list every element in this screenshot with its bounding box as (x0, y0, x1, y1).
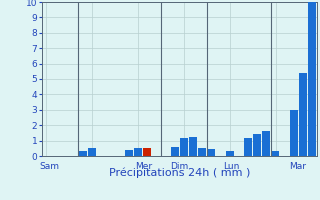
Bar (299, 73, 307, 156)
Text: Mar: Mar (289, 162, 306, 171)
Text: Lun: Lun (223, 162, 240, 171)
Bar (272, 151, 279, 156)
Bar (244, 138, 252, 156)
Bar (134, 148, 142, 156)
Bar (88, 148, 96, 156)
Bar (180, 138, 188, 156)
Bar (253, 134, 261, 156)
Bar (290, 110, 298, 156)
Text: Sam: Sam (40, 162, 60, 171)
Text: Mer: Mer (135, 162, 152, 171)
Bar (226, 151, 234, 156)
Bar (171, 147, 179, 156)
Bar (308, 2, 316, 156)
Text: Dim: Dim (170, 162, 188, 171)
Bar (189, 137, 197, 156)
Bar (207, 149, 215, 156)
X-axis label: Précipitations 24h ( mm ): Précipitations 24h ( mm ) (108, 167, 250, 178)
Bar (198, 148, 206, 156)
Bar (262, 131, 270, 156)
Bar (125, 150, 133, 156)
Bar (79, 151, 87, 156)
Bar (143, 148, 151, 156)
